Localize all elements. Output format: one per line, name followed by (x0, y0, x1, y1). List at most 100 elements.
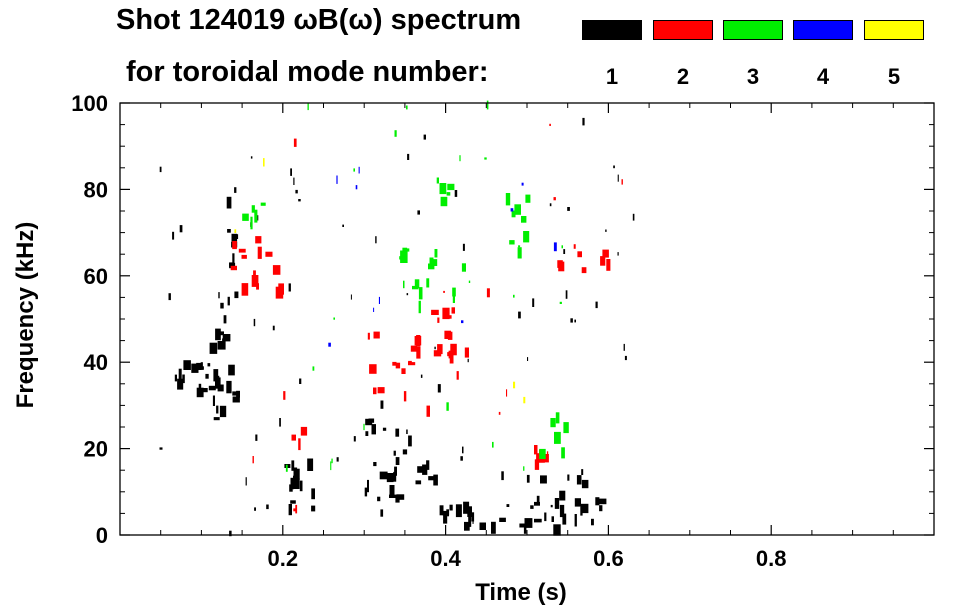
spectral-block-mode-1-f7-4 (530, 505, 534, 509)
spectral-block-mode-1-f1-13 (208, 385, 216, 391)
legend-swatch-mode-4 (793, 20, 853, 40)
spectral-block-mode-2-f9-9 (278, 283, 284, 295)
spectral-block-mode-1-f6-12 (479, 522, 486, 530)
spectral-block-mode-1-f5-4 (415, 480, 422, 485)
spectral-block-mode-2-f12-8 (447, 331, 453, 340)
spectral-block-mode-2-f11-5 (367, 332, 370, 340)
spectral-block-mode-1-f7-5 (534, 518, 542, 523)
spectral-block-mode-3-f20-3 (563, 422, 569, 434)
spectral-block-mode-5-f23-0 (263, 158, 265, 167)
spectral-block-mode-1-f3-1 (292, 478, 300, 489)
spectral-block-mode-1-f4-16 (382, 427, 387, 431)
spectral-block-mode-3-f17-9 (428, 263, 435, 270)
spectral-block-mode-1-f8-9 (168, 293, 171, 301)
x-axis-label: Time (s) (475, 579, 567, 606)
spectral-block-mode-2-f15-4 (549, 123, 551, 126)
spectral-block-mode-1-f6-3 (491, 521, 496, 534)
spectral-block-mode-1-f8-43 (462, 243, 465, 251)
spectral-block-mode-1-f7-3 (553, 524, 561, 536)
spectral-block-mode-3-f18-1 (436, 177, 439, 184)
spectral-block-mode-2-f9-8 (241, 254, 247, 259)
spectral-block-mode-1-f2-7 (231, 233, 238, 243)
spectral-block-mode-2-f9-12 (253, 270, 256, 280)
spectral-block-mode-1-f1-7 (209, 342, 218, 354)
spectral-block-mode-1-f8-44 (454, 190, 458, 197)
x-tick-label-0.8: 0.8 (756, 546, 787, 571)
spectral-block-mode-2-f12-7 (444, 330, 451, 339)
spectral-block-mode-1-f1-17 (215, 377, 221, 389)
spectral-block-mode-1-f7-20 (554, 498, 560, 509)
spectral-block-mode-1-f0-4 (182, 374, 185, 384)
spectral-block-mode-1-f8-5 (462, 446, 464, 454)
spectral-block-mode-1-f8-62 (613, 165, 615, 169)
spectral-block-mode-4-f22-8 (378, 296, 380, 304)
x-tick-label-0.6: 0.6 (593, 546, 624, 571)
spectral-block-mode-1-f0-2 (205, 373, 209, 379)
spectral-block-mode-1-f8-45 (380, 509, 384, 517)
spectral-block-mode-1-f7-8 (540, 475, 547, 484)
spectral-block-mode-1-f4-20 (395, 495, 400, 503)
spectral-block-mode-1-f0-6 (191, 363, 199, 373)
spectral-block-mode-3-f19-3 (523, 231, 530, 243)
spectral-block-mode-1-f7-1 (599, 505, 603, 512)
spectral-block-mode-1-f2-4 (227, 229, 231, 233)
spectral-block-mode-1-f6-0 (467, 506, 472, 517)
spectral-block-mode-1-f1-15 (227, 296, 230, 306)
spectral-block-mode-1-f8-7 (179, 225, 183, 233)
legend-swatch-mode-3 (723, 20, 783, 40)
spectral-block-mode-1-f8-53 (549, 203, 552, 207)
spectral-block-mode-1-f6-4 (439, 505, 444, 516)
spectral-block-mode-1-f1-16 (212, 395, 215, 406)
spectral-block-mode-3-f21-15 (559, 301, 562, 304)
spectral-block-mode-2-f15-13 (293, 508, 296, 512)
spectral-block-mode-1-f1-20 (236, 390, 240, 398)
spectral-block-mode-3-f21-18 (394, 130, 397, 137)
y-tick-label-20: 20 (84, 437, 108, 462)
spectral-block-mode-1-f8-61 (342, 224, 344, 227)
spectral-block-mode-1-f8-34 (623, 343, 625, 351)
spectral-block-mode-1-f8-10 (434, 346, 436, 350)
spectral-block-mode-2-f11-9 (369, 364, 377, 374)
spectral-block-mode-1-f8-49 (257, 215, 259, 221)
spectral-block-mode-3-f21-19 (307, 102, 309, 111)
spectral-block-mode-1-f4-4 (364, 487, 368, 497)
spectral-block-mode-5-f23-3 (234, 229, 237, 233)
spectral-block-mode-2-f9-2 (251, 275, 259, 287)
spectral-block-mode-1-f7-22 (576, 475, 582, 485)
spectral-block-mode-1-f4-18 (389, 485, 395, 497)
legend-label-mode-1: 1 (605, 64, 619, 89)
spectral-block-mode-1-f8-29 (174, 374, 177, 382)
spectral-block-mode-1-f6-8 (449, 504, 453, 511)
spectral-block-mode-1-f8-35 (632, 213, 635, 221)
spectral-block-mode-1-f4-0 (373, 462, 377, 467)
spectral-block-mode-3-f20-5 (550, 418, 556, 428)
spectral-block-mode-2-f12-13 (433, 350, 442, 357)
spectral-block-mode-3-f19-7 (517, 247, 522, 259)
spectral-block-mode-1-f8-47 (254, 507, 256, 511)
spectral-block-mode-3-f17-2 (418, 287, 423, 300)
spectral-block-mode-1-f8-50 (293, 177, 295, 185)
spectral-block-mode-1-f7-23 (519, 523, 527, 528)
spectral-block-mode-2-f11-13 (373, 331, 380, 339)
spectral-block-mode-2-f9-1 (230, 265, 237, 271)
spectral-block-mode-2-f14-1 (573, 244, 576, 249)
spectral-block-mode-1-f1-2 (226, 380, 232, 394)
spectral-block-mode-1-f7-17 (581, 479, 589, 489)
spectral-block-mode-2-f9-0 (255, 236, 262, 244)
spectral-block-mode-1-f8-2 (417, 210, 420, 215)
spectral-block-mode-3-f17-14 (400, 250, 408, 263)
spectral-block-mode-1-f8-12 (518, 311, 521, 319)
spectral-block-mode-2-f9-3 (257, 246, 262, 259)
spectral-block-mode-2-f15-7 (293, 138, 297, 147)
spectral-block-mode-4-f22-7 (510, 208, 514, 212)
spectrogram-data-layer (159, 100, 635, 537)
spectral-block-mode-1-f0-10 (177, 378, 184, 390)
spectral-block-mode-1-f8-42 (550, 504, 553, 508)
spectral-block-mode-1-f3-12 (299, 480, 303, 492)
spectral-block-mode-1-f7-11 (595, 497, 600, 506)
spectral-block-mode-1-f4-3 (379, 471, 388, 480)
spectral-block-mode-1-f8-28 (353, 436, 356, 442)
spectral-block-mode-2-f9-7 (241, 283, 249, 296)
spectral-block-mode-1-f8-51 (423, 134, 426, 140)
